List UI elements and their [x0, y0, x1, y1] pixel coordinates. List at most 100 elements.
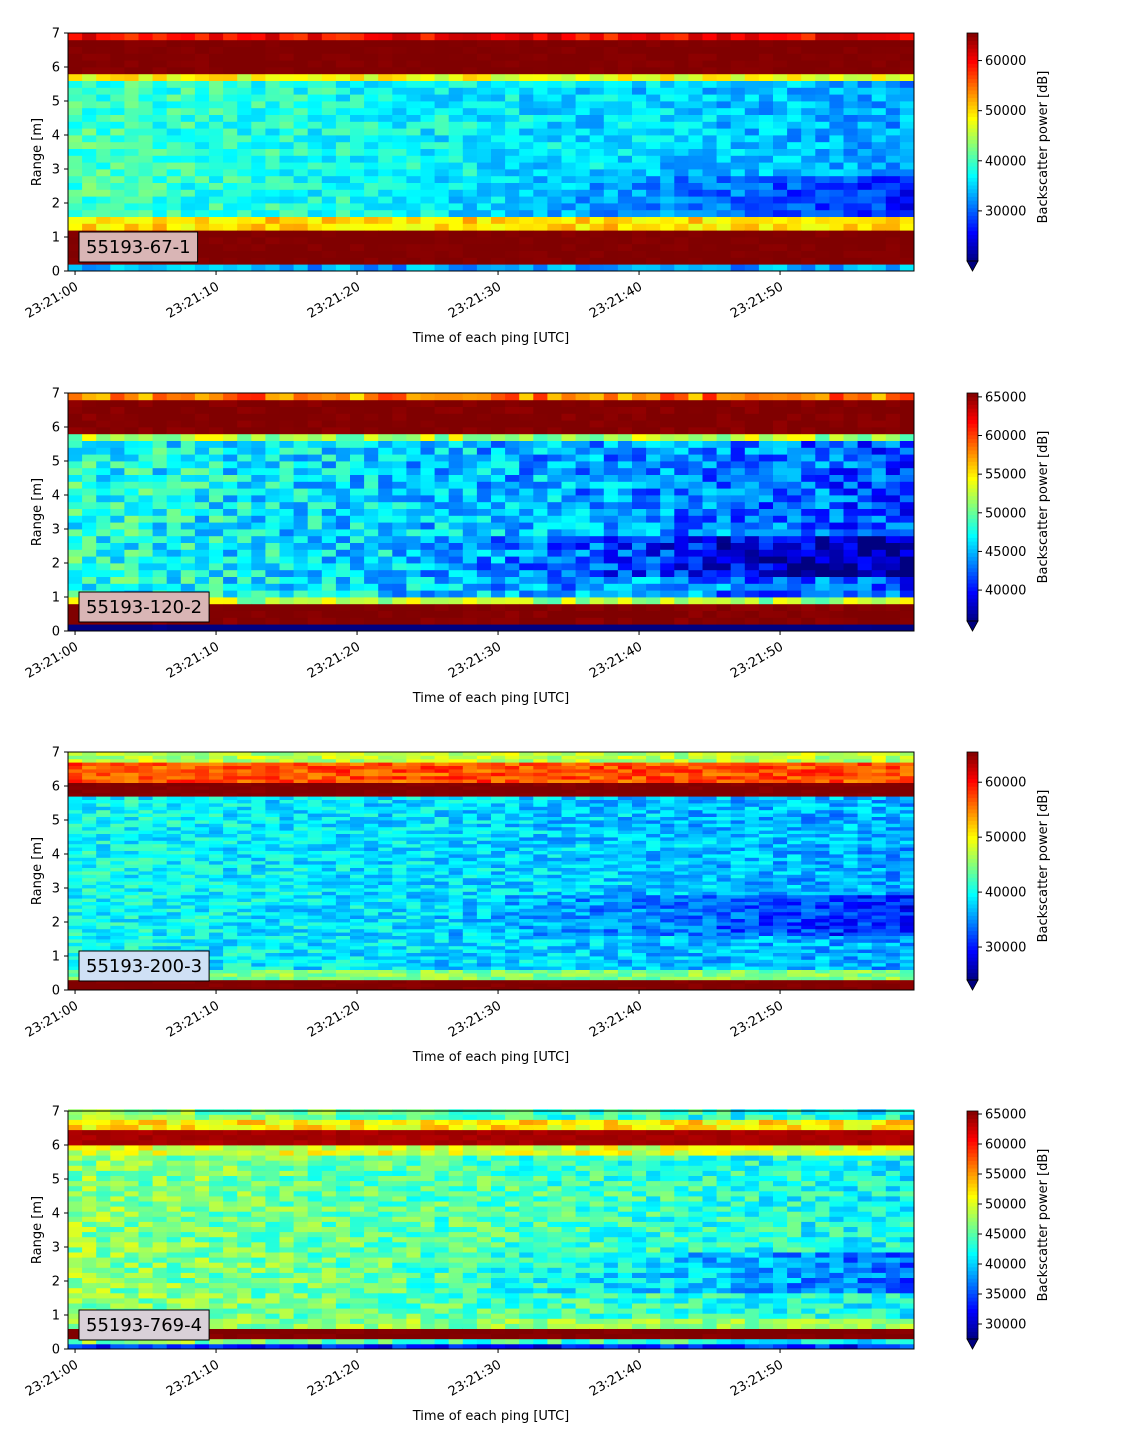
heatmap-cell — [223, 461, 238, 469]
heatmap-cell — [646, 257, 661, 265]
heatmap-cell — [209, 60, 224, 68]
heatmap-cell — [589, 461, 605, 469]
heatmap-cell — [68, 949, 83, 953]
heatmap-cell — [124, 901, 139, 906]
heatmap-cell — [730, 101, 746, 109]
heatmap-cell — [617, 474, 633, 482]
heatmap-cell — [646, 393, 661, 401]
heatmap-cell — [787, 189, 802, 197]
heatmap-cell — [660, 583, 675, 591]
heatmap-cell — [96, 942, 111, 947]
heatmap-cell — [632, 101, 647, 109]
heatmap-cell — [124, 874, 139, 879]
heatmap-cell — [857, 461, 873, 469]
heatmap-cell — [885, 203, 901, 211]
heatmap-cell — [406, 508, 421, 516]
heatmap-cell — [124, 216, 139, 224]
heatmap-cell — [68, 121, 83, 129]
heatmap-cell — [646, 522, 661, 530]
heatmap-cell — [335, 33, 351, 41]
heatmap-cell — [335, 427, 351, 435]
heatmap-cell — [152, 881, 168, 885]
heatmap-cell — [406, 148, 421, 156]
heatmap-cell — [166, 762, 182, 766]
y-tick-label: 2 — [52, 197, 60, 212]
heatmap-cell — [138, 80, 153, 88]
heatmap-cell — [843, 169, 858, 177]
heatmap-cell — [519, 461, 534, 469]
heatmap-cell — [702, 603, 717, 611]
heatmap-cell — [575, 114, 591, 122]
heatmap-cell — [871, 529, 887, 537]
heatmap-cell — [730, 216, 746, 224]
heatmap-cell — [815, 135, 830, 143]
heatmap-cell — [476, 230, 492, 238]
heatmap-cell — [716, 556, 732, 564]
heatmap-cell — [547, 563, 562, 571]
heatmap-cell — [787, 583, 802, 591]
heatmap-cell — [265, 454, 280, 462]
heatmap-cell — [378, 393, 393, 401]
heatmap-cell — [730, 481, 746, 489]
colorbar-segment — [967, 74, 978, 80]
x-tick-label: 23:21:10 — [164, 279, 222, 321]
heatmap-cell — [617, 433, 633, 441]
heatmap-cell — [406, 624, 421, 632]
heatmap-cell — [533, 216, 548, 224]
heatmap-cell — [138, 837, 153, 841]
heatmap-cell — [392, 427, 407, 435]
heatmap-cell — [152, 772, 168, 777]
heatmap-cell — [688, 209, 703, 217]
heatmap-cell — [589, 610, 605, 618]
heatmap-cell — [321, 488, 337, 496]
heatmap-cell — [885, 563, 901, 571]
heatmap-cell — [801, 67, 816, 75]
colorbar-segment — [967, 185, 978, 190]
heatmap-cell — [96, 908, 111, 913]
heatmap-cell — [406, 393, 421, 401]
heatmap-cell — [462, 101, 478, 109]
heatmap-cell — [632, 182, 647, 190]
heatmap-cell — [110, 799, 125, 804]
heatmap-cell — [321, 169, 337, 177]
heatmap-cell — [96, 216, 111, 224]
heatmap-cell — [716, 542, 732, 550]
heatmap-cell — [660, 73, 675, 81]
heatmap-cell — [321, 46, 337, 54]
heatmap-cell — [279, 80, 294, 88]
heatmap-cell — [801, 583, 816, 591]
heatmap-cell — [251, 189, 266, 197]
heatmap-cell — [124, 515, 139, 523]
heatmap-cell — [420, 46, 435, 54]
heatmap-cell — [730, 80, 746, 88]
heatmap-cell — [223, 33, 238, 41]
heatmap-cell — [871, 461, 887, 469]
heatmap-cell — [335, 209, 351, 217]
heatmap-cell — [617, 237, 633, 245]
heatmap-cell — [899, 413, 915, 421]
x-tick-label: 23:21:50 — [728, 639, 786, 681]
heatmap-cell — [674, 563, 689, 571]
heatmap-cell — [194, 495, 210, 503]
heatmap-cell — [646, 33, 661, 41]
heatmap-cell — [547, 433, 562, 441]
heatmap-cell — [674, 33, 689, 41]
heatmap-cell — [364, 501, 379, 509]
heatmap-cell — [110, 39, 125, 47]
heatmap-cell — [448, 597, 464, 605]
heatmap-cell — [561, 39, 576, 47]
heatmap-cell — [871, 250, 887, 258]
heatmap-cell — [448, 617, 464, 625]
heatmap-cell — [758, 569, 774, 577]
heatmap-cell — [406, 413, 421, 421]
heatmap-cell — [660, 610, 675, 618]
heatmap-cell — [773, 563, 788, 571]
heatmap-cell — [646, 209, 661, 217]
heatmap-cell — [871, 467, 887, 475]
heatmap-cell — [166, 427, 182, 435]
heatmap-cell — [857, 542, 873, 550]
heatmap-cell — [787, 549, 802, 557]
heatmap-cell — [96, 39, 111, 47]
heatmap-cell — [265, 420, 280, 428]
heatmap-cell — [251, 135, 266, 143]
